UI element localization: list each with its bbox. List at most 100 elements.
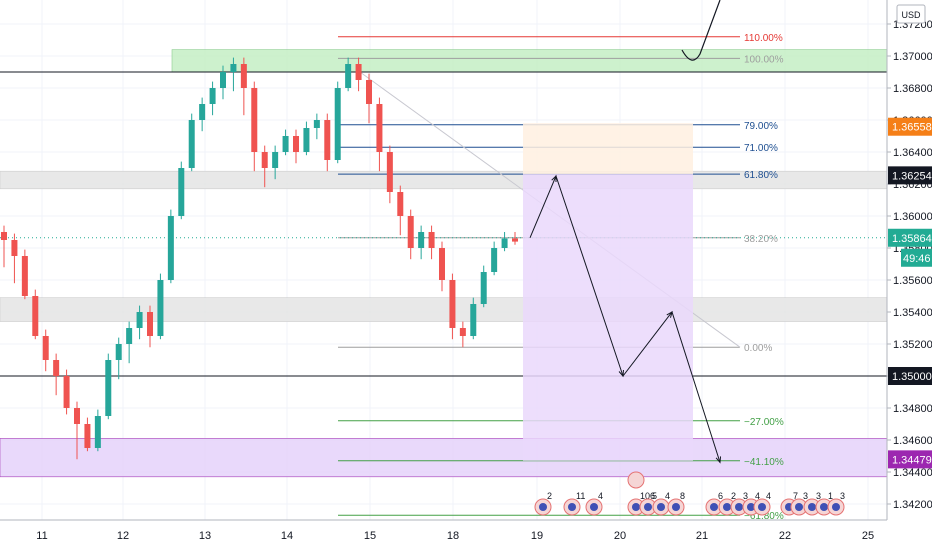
price-badge [888, 228, 932, 247]
candle-body [261, 152, 268, 168]
countdown-label: 49:46 [903, 253, 931, 265]
time-tick-label: 19 [531, 530, 543, 542]
candle-body [53, 360, 60, 376]
candle-body [136, 312, 143, 328]
candle-body [84, 424, 91, 448]
candle-body [199, 104, 206, 120]
event-count: 6 [718, 491, 723, 501]
price-badge-label: 1.36254 [892, 170, 932, 182]
price-badge-label: 1.36558 [892, 122, 932, 134]
candle-body [355, 64, 362, 80]
candle-body [1, 232, 7, 240]
price-tick-label: 1.37000 [893, 51, 932, 63]
price-tick-label: 1.34400 [893, 467, 932, 479]
candle-body [272, 152, 279, 168]
event-count: 4 [598, 491, 603, 501]
event-count: 3 [840, 491, 845, 501]
event-flag-icon[interactable] [627, 471, 645, 489]
fib-label: 100.00% [744, 54, 784, 65]
candle-body [74, 408, 80, 424]
price-tick-label: 1.34200 [893, 499, 932, 511]
fib-label: 0.00% [744, 343, 772, 354]
event-count: 3 [743, 491, 748, 501]
event-flag-dot [795, 503, 803, 511]
stop-zone [523, 123, 693, 175]
candle-body [188, 120, 195, 168]
candle-body [449, 280, 456, 328]
price-badge [888, 450, 932, 469]
candles [1, 57, 518, 460]
currency-button[interactable] [896, 4, 926, 24]
price-tick-label: 1.34600 [893, 435, 932, 447]
price-badge [888, 367, 932, 385]
event-count: 4 [665, 491, 670, 501]
countdown-badge [901, 248, 932, 267]
candle-body [209, 88, 216, 104]
currency-label: USD [901, 10, 921, 20]
time-tick-label: 11 [36, 530, 47, 542]
candle-body [178, 168, 185, 216]
time-tick-label: 22 [779, 530, 791, 542]
candle-body [157, 280, 164, 336]
event-flag-dot [657, 503, 665, 511]
price-badge-label: 1.35864 [892, 233, 932, 245]
candle-body [167, 216, 174, 280]
fib-label: 110.00% [744, 33, 783, 44]
price-badge [888, 166, 932, 185]
event-flag-dot [820, 503, 828, 511]
event-flag-dot [723, 503, 731, 511]
candle-body [512, 238, 518, 242]
candle-body [470, 304, 477, 336]
price-badge [888, 117, 932, 136]
event-count: 11 [576, 491, 585, 501]
event-flag-dot [735, 503, 743, 511]
event-count: 4 [766, 491, 771, 501]
price-tick-label: 1.34800 [893, 403, 932, 415]
event-count: 3 [816, 491, 821, 501]
time-tick-label: 13 [199, 530, 211, 542]
candle-body [345, 64, 352, 88]
time-tick-label: 15 [364, 530, 376, 542]
time-axis-background [0, 520, 932, 550]
fib-label: 79.00% [744, 121, 778, 132]
fib-label: 61.80% [744, 170, 778, 181]
candle-body [126, 328, 133, 344]
candle-body [501, 238, 508, 248]
candle-body [491, 248, 498, 272]
event-count: 2 [547, 491, 552, 501]
candle-body [220, 72, 226, 88]
price-tick-label: 1.36400 [893, 147, 932, 159]
candle-body [459, 328, 466, 336]
candle-body [11, 240, 18, 256]
candle-body [32, 296, 39, 336]
price-badge-label: 1.34479 [892, 454, 932, 466]
candle-body [293, 136, 299, 152]
event-count: 8 [680, 491, 685, 501]
event-flag-dot [632, 503, 640, 511]
arrow-head [666, 310, 673, 318]
price-badge-label: 1.35000 [892, 371, 932, 383]
price-tick-label: 1.36000 [893, 211, 932, 223]
projection-box [523, 123, 693, 461]
candle-body [115, 344, 122, 360]
price-tick-label: 1.35400 [893, 307, 932, 319]
candle-body [376, 104, 383, 152]
event-count: 5 [652, 491, 657, 501]
time-axis: 11 12 13 14 15 18 19 20 21 22 25 [36, 530, 874, 542]
candle-body [428, 232, 435, 248]
time-tick-label: 25 [862, 530, 874, 542]
candle-body [147, 312, 153, 336]
candle-body [94, 416, 101, 448]
zone-2 [0, 297, 888, 322]
event-flag-dot [758, 503, 766, 511]
event-count: 3 [803, 491, 808, 501]
event-flag-dot [568, 503, 576, 511]
event-flag-dot [710, 503, 718, 511]
fib-label: −41.10% [744, 457, 784, 468]
candle-body [240, 64, 247, 88]
candle-body [407, 216, 414, 248]
event-flag-dot [539, 503, 547, 511]
